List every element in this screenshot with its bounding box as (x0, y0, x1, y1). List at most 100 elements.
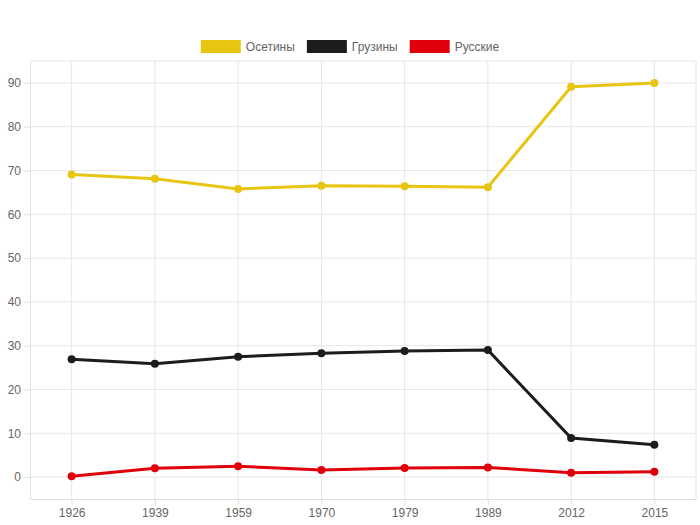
x-tick-label: 1970 (309, 506, 336, 520)
x-tick-label: 1959 (225, 506, 252, 520)
y-tick-mark (24, 214, 30, 215)
y-grid-line (30, 345, 696, 346)
legend-label: Грузины (352, 40, 398, 54)
y-grid-line (30, 214, 696, 215)
x-axis: 1926 1939 1959 1970 1979 1989 2012 2015 (31, 499, 697, 520)
series-point (401, 182, 409, 190)
y-grid-line (30, 433, 696, 434)
x-tick: 1959 (225, 499, 252, 520)
y-axis: 0 10 20 30 40 50 60 70 80 90 (8, 62, 31, 500)
x-tick-label: 2012 (558, 506, 585, 520)
series-point (484, 346, 492, 354)
y-tick: 20 (8, 383, 30, 397)
y-tick: 60 (8, 208, 30, 222)
series-point (484, 463, 492, 471)
y-tick: 30 (8, 339, 30, 353)
x-tick-mark (654, 499, 655, 505)
chart: 0102030405060708090192619391959197019791… (0, 0, 700, 525)
y-tick: 10 (8, 427, 30, 441)
y-tick: 70 (8, 164, 30, 178)
legend-label: Осетины (246, 40, 295, 54)
series-point (234, 353, 242, 361)
y-tick-mark (24, 171, 30, 172)
y-tick-label: 40 (8, 295, 22, 309)
series-line (72, 350, 655, 445)
y-tick: 40 (8, 295, 30, 309)
x-grid-line (654, 61, 655, 499)
y-tick-mark (24, 302, 30, 303)
x-grid-line (487, 61, 488, 499)
y-grid-line (30, 477, 696, 478)
x-tick: 2012 (558, 499, 585, 520)
y-tick-label: 50 (8, 251, 22, 265)
x-tick: 1970 (309, 499, 336, 520)
x-tick: 1989 (475, 499, 502, 520)
series-point (151, 464, 159, 472)
y-grid-line (30, 82, 696, 83)
y-tick: 80 (8, 120, 30, 134)
y-tick-mark (24, 83, 30, 84)
x-tick-mark (405, 499, 406, 505)
series-point (401, 347, 409, 355)
y-tick-label: 90 (8, 76, 22, 90)
x-grid-line (238, 61, 239, 499)
x-axis-line (31, 499, 697, 500)
series-point (68, 355, 76, 363)
series-point (317, 349, 325, 357)
plot-area (68, 79, 659, 480)
x-tick-label: 1979 (392, 506, 419, 520)
series-point (151, 175, 159, 183)
y-grid-line (30, 258, 696, 259)
x-tick-mark (488, 499, 489, 505)
x-tick-mark (238, 499, 239, 505)
legend-swatch (307, 40, 347, 53)
y-grid-line (30, 170, 696, 171)
y-tick: 0 (14, 470, 30, 484)
x-tick-label: 1939 (142, 506, 169, 520)
x-tick: 2015 (642, 499, 669, 520)
x-grid-line (571, 61, 572, 499)
series-point (234, 185, 242, 193)
legend-item: Грузины (307, 40, 398, 54)
series-point (68, 170, 76, 178)
x-tick-label: 1989 (475, 506, 502, 520)
y-tick-mark (24, 433, 30, 434)
y-grid-line (30, 389, 696, 390)
series-point (317, 182, 325, 190)
y-tick-label: 20 (8, 383, 22, 397)
series-point (151, 360, 159, 368)
x-grid-line (71, 61, 72, 499)
legend-item: Осетины (201, 40, 295, 54)
series-point (401, 464, 409, 472)
x-tick-label: 2015 (642, 506, 669, 520)
y-tick-label: 60 (8, 208, 22, 222)
series-point (484, 183, 492, 191)
y-tick-label: 0 (14, 470, 21, 484)
series-line (72, 466, 655, 476)
plot-frame (30, 61, 696, 62)
x-tick-mark (155, 499, 156, 505)
series-point (650, 468, 658, 476)
series-point (68, 472, 76, 480)
series-point (317, 466, 325, 474)
x-tick: 1926 (59, 499, 86, 520)
y-tick-mark (24, 346, 30, 347)
series-point (234, 462, 242, 470)
x-tick-mark (72, 499, 73, 505)
series-point (650, 79, 658, 87)
y-tick-label: 70 (8, 164, 22, 178)
legend: ОсетиныГрузиныРусские (201, 40, 500, 54)
y-tick-label: 10 (8, 427, 22, 441)
x-tick-mark (321, 499, 322, 505)
y-tick-mark (24, 258, 30, 259)
series-point (567, 469, 575, 477)
y-tick-mark (24, 127, 30, 128)
y-tick-mark (24, 390, 30, 391)
legend-swatch (201, 40, 241, 53)
y-tick-label: 80 (8, 120, 22, 134)
y-tick: 50 (8, 251, 30, 265)
x-tick-label: 1926 (59, 506, 86, 520)
y-grid-line (30, 301, 696, 302)
y-tick-mark (24, 477, 30, 478)
y-tick: 90 (8, 76, 30, 90)
